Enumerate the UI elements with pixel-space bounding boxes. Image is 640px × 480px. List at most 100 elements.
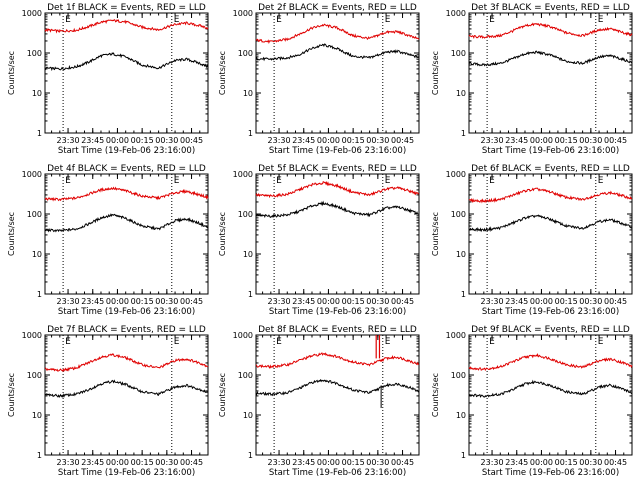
y-tick-label: 100 (238, 371, 253, 380)
eclipse-marker-label: E (276, 15, 282, 25)
eclipse-marker-label: E (598, 15, 604, 25)
events-series-line (468, 50, 633, 67)
plot-frame (255, 334, 420, 456)
x-axis-label: Start Time (19-Feb-06 23:16:00) (269, 146, 406, 156)
x-tick-label: 23:45 (81, 136, 104, 145)
events-series-line (44, 379, 209, 398)
x-axis-label: Start Time (19-Feb-06 23:16:00) (482, 146, 619, 156)
y-tick-label: 10 (243, 250, 253, 259)
events-series-line (44, 52, 209, 72)
lld-series-line (468, 187, 633, 204)
y-tick-label: 100 (451, 371, 466, 380)
eclipse-marker-label: E (174, 337, 180, 347)
x-tick-label: 23:30 (57, 136, 80, 145)
panel-title: Det 4f BLACK = Events, RED = LLD (47, 164, 206, 174)
x-tick-label: 00:15 (131, 297, 154, 306)
y-tick-label: 1000 (233, 170, 253, 179)
x-tick-label: 23:30 (268, 136, 291, 145)
detector-panel-7: Det 7f BLACK = Events, RED = LLD 1 10 100 10… (7, 325, 209, 478)
x-tick-label: 00:15 (131, 136, 154, 145)
panel-title: Det 9f BLACK = Events, RED = LLD (471, 325, 630, 335)
panel-title: Det 6f BLACK = Events, RED = LLD (471, 164, 630, 174)
detector-panel-1: Det 1f BLACK = Events, RED = LLD 1 10 100 10… (7, 3, 209, 156)
x-tick-label: 00:00 (106, 297, 129, 306)
y-axis-label: Counts/sec (7, 51, 16, 95)
panel-title: Det 8f BLACK = Events, RED = LLD (258, 325, 417, 335)
eclipse-marker-label: E (489, 15, 495, 25)
x-tick-label: 00:45 (180, 297, 203, 306)
x-tick-label: 23:45 (81, 458, 104, 467)
x-tick-label: 00:00 (106, 136, 129, 145)
x-tick-label: 23:30 (481, 136, 504, 145)
eclipse-marker-label: E (385, 15, 391, 25)
y-tick-label: 1000 (22, 170, 42, 179)
events-series-line (255, 378, 420, 397)
eclipse-marker-label: E (385, 176, 391, 186)
eclipse-marker-label: E (385, 337, 391, 347)
x-axis-label: Start Time (19-Feb-06 23:16:00) (482, 307, 619, 317)
y-tick-label: 1000 (446, 170, 466, 179)
eclipse-marker-label: E (598, 337, 604, 347)
eclipse-marker-label: E (276, 337, 282, 347)
lld-series-line (45, 352, 209, 373)
x-tick-label: 00:00 (317, 297, 340, 306)
y-axis-label: Counts/sec (218, 212, 227, 256)
y-axis-label: Counts/sec (7, 373, 16, 417)
y-tick-label: 1 (248, 290, 253, 299)
x-tick-label: 00:15 (555, 458, 578, 467)
x-tick-label: 23:45 (505, 136, 528, 145)
lld-series-line (255, 23, 420, 45)
y-tick-label: 10 (243, 411, 253, 420)
detector-panel-6: Det 6f BLACK = Events, RED = LLD 1 10 100 10… (431, 164, 633, 317)
eclipse-marker-label: E (65, 337, 71, 347)
y-tick-label: 1 (461, 290, 466, 299)
y-tick-label: 1000 (446, 331, 466, 340)
x-tick-label: 23:30 (268, 458, 291, 467)
x-tick-label: 00:30 (579, 458, 602, 467)
y-tick-label: 1000 (22, 9, 42, 18)
events-series-line (255, 200, 420, 219)
eclipse-marker-label: E (174, 15, 180, 25)
y-tick-label: 1000 (22, 331, 42, 340)
plot-frame (44, 173, 209, 295)
eclipse-marker-label: E (276, 176, 282, 186)
plot-frame (255, 173, 420, 295)
x-tick-label: 00:45 (604, 458, 627, 467)
y-axis-label: Counts/sec (431, 51, 440, 95)
y-tick-label: 1 (248, 129, 253, 138)
x-tick-label: 00:30 (155, 297, 178, 306)
x-tick-label: 00:15 (342, 297, 365, 306)
events-series-line (468, 214, 633, 233)
y-tick-label: 10 (456, 89, 466, 98)
y-tick-label: 100 (27, 210, 42, 219)
y-tick-label: 100 (451, 49, 466, 58)
y-tick-label: 10 (456, 411, 466, 420)
lld-series-line (468, 22, 633, 39)
x-tick-label: 23:45 (292, 297, 315, 306)
x-tick-label: 00:00 (530, 297, 553, 306)
eclipse-marker-label: E (65, 15, 71, 25)
detector-panel-8: Det 8f BLACK = Events, RED = LLD 1 10 100 10… (218, 325, 420, 478)
x-tick-label: 23:30 (481, 297, 504, 306)
x-tick-label: 00:00 (317, 458, 340, 467)
x-tick-label: 23:45 (505, 297, 528, 306)
lld-series-line (468, 352, 633, 372)
x-axis-label: Start Time (19-Feb-06 23:16:00) (58, 146, 195, 156)
x-tick-label: 00:30 (155, 458, 178, 467)
y-axis-label: Counts/sec (431, 212, 440, 256)
x-tick-label: 23:30 (57, 458, 80, 467)
x-axis-label: Start Time (19-Feb-06 23:16:00) (269, 468, 406, 478)
panel-title: Det 2f BLACK = Events, RED = LLD (258, 3, 417, 13)
x-tick-label: 00:30 (366, 458, 389, 467)
detector-panel-9: Det 9f BLACK = Events, RED = LLD 1 10 100 10… (431, 325, 633, 478)
detector-panel-4: Det 4f BLACK = Events, RED = LLD 1 10 100 10… (7, 164, 209, 317)
y-axis-label: Counts/sec (7, 212, 16, 256)
x-tick-label: 00:30 (366, 297, 389, 306)
x-tick-label: 00:15 (131, 458, 154, 467)
x-tick-label: 00:30 (579, 136, 602, 145)
y-tick-label: 10 (243, 89, 253, 98)
detector-panel-2: Det 2f BLACK = Events, RED = LLD 1 10 100 10… (218, 3, 420, 156)
y-axis-label: Counts/sec (431, 373, 440, 417)
events-series-line (44, 213, 209, 233)
y-tick-label: 1 (37, 451, 42, 460)
